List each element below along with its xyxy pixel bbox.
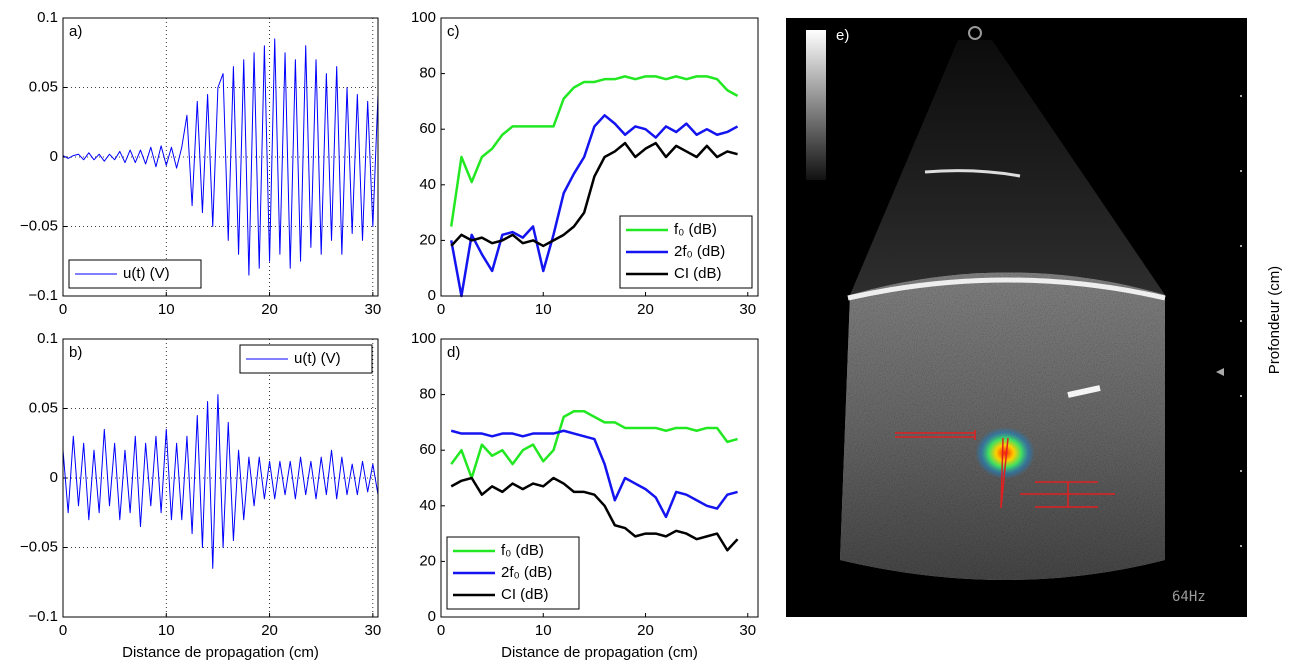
y-tick-label: 0.1 (37, 330, 58, 347)
panel-label: e) (836, 27, 849, 44)
y-tick-label: 0 (428, 287, 436, 304)
y-tick-label: 60 (419, 441, 436, 458)
chart: 0 10 20 30 −0.1 −0.05 0 0.05 0.1 a) u(t) (V) (20, 9, 381, 318)
y-tick-label: 40 (419, 176, 436, 193)
x-tick-label: 30 (739, 622, 756, 639)
y-tick-label: −0.1 (28, 287, 58, 304)
x-tick-label: 0 (59, 301, 67, 318)
axis-label: Profondeur (cm) (1266, 266, 1283, 374)
chart: 0 10 20 30 0 20 40 60 80 100 d) Distance de propaga… (411, 330, 759, 661)
plot-frame (62, 338, 379, 618)
series-line (450, 141, 738, 248)
series-line (450, 429, 738, 519)
x-tick-label: 10 (535, 622, 552, 639)
y-tick-label: 80 (419, 386, 436, 403)
y-tick-label: 20 (419, 552, 436, 569)
series-line (62, 38, 379, 276)
legend-label: u(t) (V) (294, 350, 341, 367)
y-tick-label: 100 (411, 330, 436, 347)
legend-label: f₀ (dB) (674, 221, 717, 238)
plot-frame (62, 17, 379, 297)
legend-label: CI (dB) (674, 265, 722, 282)
y-tick-label: 0.05 (29, 399, 58, 416)
x-tick-label: 0 (437, 301, 445, 318)
plot-frame (440, 338, 759, 618)
legend-label: f₀ (dB) (501, 542, 544, 559)
y-tick-label: 0.1 (37, 9, 58, 26)
legend-label: CI (dB) (501, 586, 549, 603)
x-tick-label: 20 (637, 301, 654, 318)
x-tick-label: 20 (637, 622, 654, 639)
y-tick-label: 0 (428, 608, 436, 625)
y-tick-label: 100 (411, 9, 436, 26)
y-tick-label: 0 (50, 148, 58, 165)
series-line (62, 394, 379, 569)
y-tick-label: −0.05 (20, 217, 58, 234)
y-tick-label: −0.05 (20, 538, 58, 555)
series-line (450, 410, 738, 480)
x-tick-label: 10 (158, 301, 175, 318)
series-line (449, 75, 739, 227)
x-tick-label: 0 (59, 622, 67, 639)
x-tick-label: 30 (364, 301, 381, 318)
panel-label: a) (69, 23, 82, 40)
x-tick-label: 20 (261, 622, 278, 639)
y-tick-label: 60 (419, 120, 436, 137)
legend-label: u(t) (V) (123, 265, 170, 282)
y-tick-label: 20 (419, 231, 436, 248)
x-axis-label: Distance de propagation (cm) (501, 644, 698, 661)
plot-area (63, 18, 378, 296)
series-line (450, 114, 739, 298)
series-line (450, 476, 739, 552)
legend-label: 2f₀ (dB) (674, 243, 725, 260)
legend-label: 2f₀ (dB) (501, 564, 552, 581)
x-tick-label: 30 (739, 301, 756, 318)
frame-rate: 64Hz (1172, 589, 1206, 605)
y-tick-label: 0.05 (29, 78, 58, 95)
x-tick-label: 10 (535, 301, 552, 318)
chart: 0 10 20 30 −0.1 −0.05 0 0.05 0.1 b) Distance de pr… (20, 330, 381, 661)
y-tick-label: 80 (419, 65, 436, 82)
x-tick-label: 0 (437, 622, 445, 639)
ultrasound-image: e) 64Hz Profondeur (cm) (786, 18, 1283, 617)
chart: 0 10 20 30 0 20 40 60 80 100 c) f₀ (dB) 2f₀ (dB) CI (… (411, 9, 759, 318)
plot-frame (440, 17, 759, 297)
y-tick-label: −0.1 (28, 608, 58, 625)
x-tick-label: 30 (364, 622, 381, 639)
x-axis-label: Distance de propagation (cm) (122, 644, 319, 661)
y-tick-label: 40 (419, 497, 436, 514)
x-tick-label: 20 (261, 301, 278, 318)
panel-label: c) (447, 23, 460, 40)
panel-label: d) (447, 344, 460, 361)
y-tick-label: 0 (50, 469, 58, 486)
x-tick-label: 10 (158, 622, 175, 639)
panel-label: b) (69, 344, 82, 361)
